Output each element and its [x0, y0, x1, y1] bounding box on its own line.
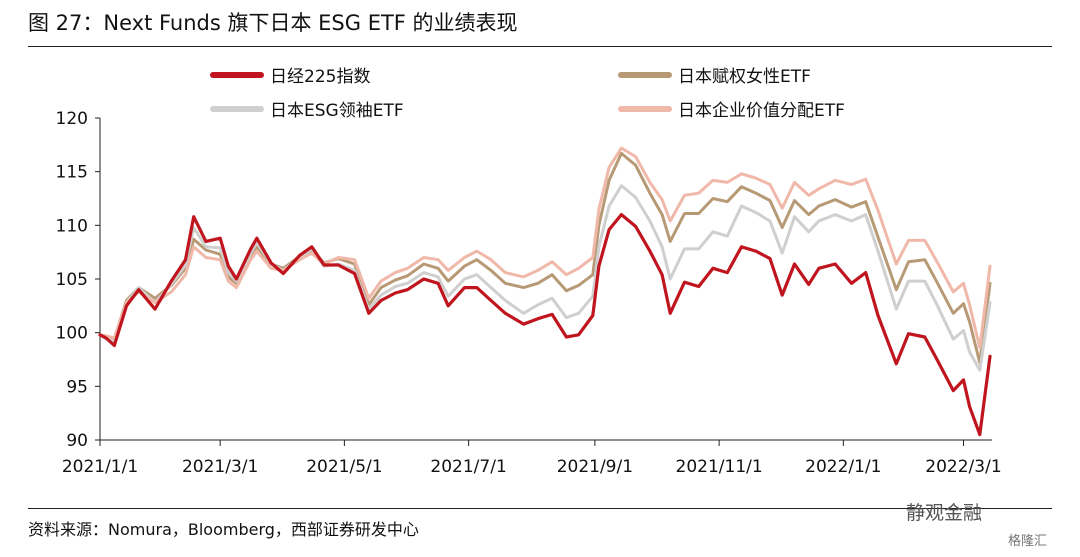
legend-item-esg-leaders-etf: 日本ESG领袖ETF [210, 96, 404, 121]
source-divider [28, 508, 1052, 509]
series-line-value-etf [98, 146, 992, 350]
chart-axes [95, 117, 992, 446]
legend-swatch-esg-leaders-etf [210, 105, 264, 112]
legend-swatch-women-etf [618, 71, 672, 78]
x-tick-label: 2021/7/1 [430, 457, 506, 477]
legend-item-women-etf: 日本赋权女性ETF [618, 62, 811, 87]
x-tick-label: 2021/5/1 [306, 457, 382, 477]
y-tick-label: 95 [66, 377, 88, 397]
x-tick-label: 2021/9/1 [557, 457, 633, 477]
x-tick-label: 2022/3/1 [925, 457, 1001, 477]
chart-series [98, 146, 992, 437]
legend-label-nikkei225: 日经225指数 [270, 67, 371, 87]
watermark-secondary: 格隆汇 [1008, 534, 1048, 549]
legend-swatch-nikkei225 [210, 71, 264, 78]
y-tick-label: 105 [56, 270, 88, 290]
series-line-nikkei225 [98, 213, 992, 437]
chart-legend: 日经225指数 日本赋权女性ETF 日本ESG领袖ETF 日本企业价值分配ETF [210, 62, 970, 128]
y-tick-label: 110 [56, 216, 88, 236]
source-note: 资料来源：Nomura，Bloomberg，西部证券研发中心 [28, 520, 419, 539]
series-line-women-etf [98, 151, 992, 365]
series-line-esg-leaders-etf [98, 184, 992, 372]
legend-label-value-etf: 日本企业价值分配ETF [678, 101, 845, 121]
watermark: 静观金融 [906, 502, 983, 524]
legend-item-value-etf: 日本企业价值分配ETF [618, 96, 845, 121]
legend-label-women-etf: 日本赋权女性ETF [678, 67, 811, 87]
title-divider [28, 46, 1052, 47]
y-tick-label: 100 [56, 324, 88, 344]
y-tick-label: 90 [66, 431, 88, 451]
y-tick-label: 120 [56, 109, 88, 129]
legend-label-esg-leaders-etf: 日本ESG领袖ETF [270, 101, 404, 121]
figure-title: 图 27：Next Funds 旗下日本 ESG ETF 的业绩表现 [28, 11, 518, 35]
y-tick-label: 115 [56, 163, 88, 183]
x-tick-label: 2021/3/1 [182, 457, 258, 477]
legend-item-nikkei225: 日经225指数 [210, 62, 370, 87]
x-tick-label: 2022/1/1 [805, 457, 881, 477]
x-tick-label: 2021/11/1 [676, 457, 763, 477]
x-tick-label: 2021/1/1 [62, 457, 138, 477]
legend-swatch-value-etf [618, 105, 672, 112]
chart-tick-labels: 90 95 100 105 110 115 120 2021/1/1 2021/3/1 2021/… [56, 109, 1002, 477]
